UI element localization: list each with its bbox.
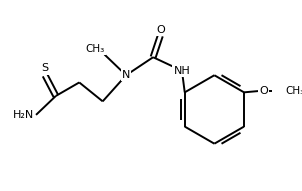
Text: O: O: [259, 86, 268, 96]
Text: N: N: [122, 70, 130, 80]
Text: NH: NH: [174, 66, 190, 76]
Text: O: O: [156, 25, 165, 35]
Text: H₂N: H₂N: [13, 110, 34, 120]
Text: CH₃: CH₃: [85, 44, 104, 54]
Text: CH₃: CH₃: [285, 86, 302, 96]
Text: S: S: [41, 63, 49, 73]
